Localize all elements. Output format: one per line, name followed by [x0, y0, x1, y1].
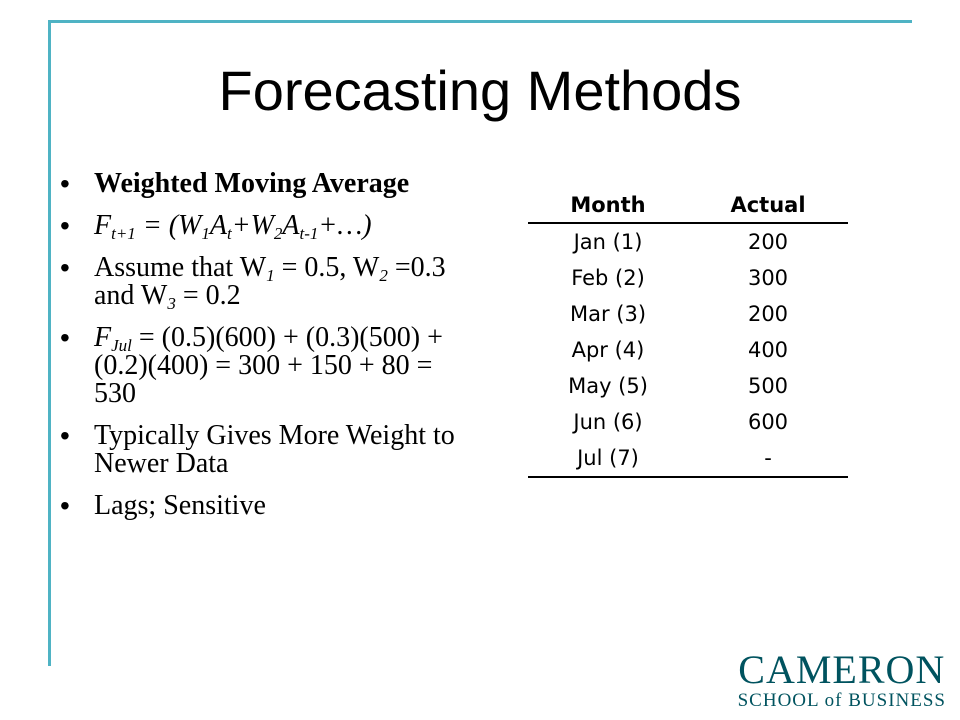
- bullet-lags: Lags; Sensitive: [60, 490, 470, 521]
- table-row: Mar (3) 200: [528, 296, 848, 332]
- bullet-newer-data: Typically Gives More Weight to Newer Dat…: [60, 422, 470, 478]
- month-cell: Feb (2): [571, 266, 645, 290]
- calc-f: F: [94, 322, 112, 353]
- cameron-logo: CAMERON SCHOOL of BUSINESS: [738, 650, 946, 712]
- actual-cell: 600: [747, 410, 789, 434]
- bullet-text: = 0.5, W: [274, 252, 380, 283]
- bullet-calculation: FJul = (0.5)(600) + (0.3)(500) + (0.2)(4…: [60, 324, 470, 408]
- header-actual: Actual: [688, 188, 848, 224]
- calc-text: = (0.5)(600) + (0.3)(500) + (0.2)(400) =…: [94, 322, 443, 409]
- weight-sub: 1: [266, 266, 275, 285]
- actual-cell: 200: [747, 302, 789, 326]
- formula-f: F: [94, 210, 112, 241]
- bullet-weighted-moving-average: Weighted Moving Average: [60, 168, 470, 199]
- formula-sub: t+1: [111, 224, 136, 243]
- actual-cell: 400: [747, 338, 789, 362]
- header-month: Month: [528, 188, 688, 224]
- logo-line-1: CAMERON: [738, 647, 946, 692]
- table-row: Feb (2) 300: [528, 260, 848, 296]
- formula-sub: t-1: [299, 224, 319, 243]
- slide-title: Forecasting Methods: [218, 59, 742, 122]
- bullet-text: = 0.2: [175, 280, 241, 311]
- formula-text: +…): [318, 210, 372, 241]
- month-cell: Jul (7): [528, 440, 688, 478]
- month-cell: Mar (3): [569, 302, 647, 326]
- month-actual-table: Month Actual Jan (1) 200 Feb (2) 300 Mar (…: [528, 188, 848, 478]
- month-cell: Jun (6): [573, 410, 643, 434]
- frame-top-border: [48, 20, 912, 23]
- table-row: Jan (1) 200: [528, 223, 848, 260]
- bullet-formula: Ft+1 = (W1At+W2At-1+…): [60, 210, 470, 243]
- actual-cell: 200: [747, 230, 789, 254]
- bullet-text: Assume that W: [94, 252, 267, 283]
- actual-cell: 300: [747, 266, 789, 290]
- formula-text: A: [282, 210, 300, 241]
- table-row: Jul (7) -: [528, 440, 848, 478]
- calc-sub: Jul: [111, 336, 132, 355]
- actual-cell: -: [688, 440, 848, 478]
- bullet-weights: Assume that W1 = 0.5, W2 =0.3 and W3 = 0…: [60, 252, 470, 313]
- month-cell: May (5): [568, 374, 648, 398]
- table-header-row: Month Actual: [528, 188, 848, 224]
- formula-text: A: [209, 210, 227, 241]
- logo-line-2: SCHOOL of BUSINESS: [737, 690, 946, 711]
- formula-sub: 2: [273, 224, 283, 243]
- bullet-text: =0.3 and W: [94, 252, 446, 311]
- table-row: Apr (4) 400: [528, 332, 848, 368]
- actual-cell: 500: [747, 374, 789, 398]
- month-cell: Apr (4): [571, 338, 645, 362]
- bullet-text: Weighted Moving Average: [94, 168, 410, 199]
- month-cell: Jan (1): [573, 230, 643, 254]
- table-row: May (5) 500: [528, 368, 848, 404]
- formula-text: +W: [231, 210, 274, 241]
- formula-sub: 1: [201, 224, 210, 243]
- formula-text: = (W: [135, 210, 202, 241]
- bullet-list: Weighted Moving Average Ft+1 = (W1At+W2A…: [60, 170, 470, 534]
- bullet-text: Lags; Sensitive: [94, 490, 266, 521]
- weight-sub: 2: [379, 266, 388, 285]
- formula-sub: t: [226, 224, 232, 243]
- bullet-text: Typically Gives More Weight to Newer Dat…: [94, 420, 455, 479]
- table-row: Jun (6) 600: [528, 404, 848, 440]
- weight-sub: 3: [167, 294, 176, 313]
- frame-left-border: [48, 20, 51, 666]
